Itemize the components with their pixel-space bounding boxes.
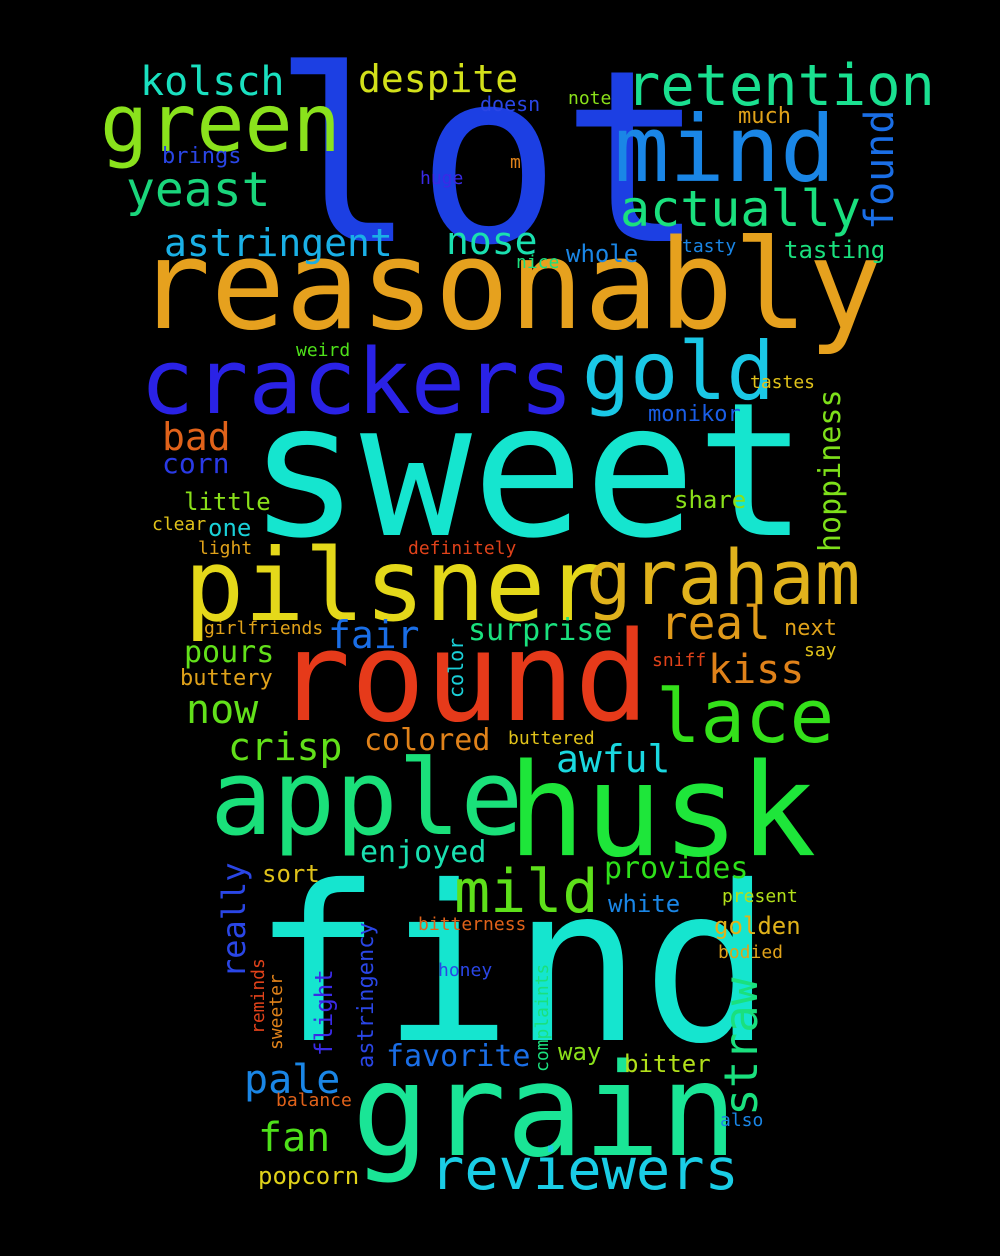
word-m: m	[510, 152, 521, 173]
word-tastes: tastes	[750, 372, 816, 393]
word-brings: brings	[162, 144, 242, 169]
word-crisp: crisp	[228, 725, 343, 769]
word-definitely: definitely	[408, 538, 517, 559]
word-favorite: favorite	[386, 1039, 531, 1074]
word-bitter: bitter	[624, 1050, 711, 1078]
word-really: really	[215, 862, 253, 978]
word-crackers: crackers	[140, 330, 574, 435]
word-little: little	[184, 488, 271, 516]
word-sweet: sweet	[248, 362, 808, 579]
word-way: way	[558, 1038, 602, 1066]
word-doesn: doesn	[480, 92, 541, 116]
word-green: green	[100, 77, 341, 170]
word-gold: gold	[582, 325, 775, 418]
word-astringent: astringent	[164, 221, 393, 265]
word-buttery: buttery	[180, 666, 273, 691]
word-fair: fair	[328, 613, 420, 657]
word-color: color	[444, 637, 468, 698]
word-now: now	[186, 687, 259, 733]
word-share: share	[674, 486, 747, 514]
word-kolsch: kolsch	[140, 59, 285, 105]
word-real: real	[660, 596, 771, 650]
word-lot: lot	[272, 18, 706, 298]
word-girlfriends: girlfriends	[204, 618, 324, 639]
word-round: round	[276, 606, 650, 750]
word-grain: grain	[352, 1037, 738, 1186]
word-sniff: sniff	[652, 650, 707, 671]
word-clear: clear	[152, 514, 207, 535]
word-apple: apple	[210, 737, 524, 859]
word-find: find	[252, 840, 773, 1091]
word-reminds: reminds	[248, 958, 269, 1034]
word-huge: huge	[420, 168, 464, 189]
word-mild: mild	[454, 857, 599, 927]
word-much: much	[738, 104, 791, 129]
word-awful: awful	[556, 737, 671, 781]
word-golden: golden	[714, 912, 801, 940]
word-bad: bad	[162, 415, 231, 459]
word-one: one	[208, 514, 252, 542]
word-nose: nose	[446, 219, 538, 263]
word-pilsner: pilsner	[184, 527, 606, 644]
word-lace: lace	[656, 674, 835, 760]
word-reviewers: reviewers	[430, 1137, 739, 1203]
word-found: found	[857, 109, 903, 230]
word-nice: nice	[516, 252, 560, 273]
word-fan: fan	[258, 1115, 331, 1161]
word-monikor: monikor	[648, 402, 741, 427]
word-enjoyed: enjoyed	[360, 835, 487, 870]
word-tasty: tasty	[682, 236, 737, 257]
word-bitterness: bitterness	[418, 914, 527, 935]
word-honey: honey	[438, 960, 493, 981]
word-graham: graham	[586, 533, 861, 622]
word-colored: colored	[364, 723, 491, 758]
word-sweeter: sweeter	[266, 974, 287, 1050]
word-straw: straw	[714, 977, 768, 1116]
word-buttered: buttered	[508, 728, 595, 749]
word-also: also	[720, 1110, 764, 1131]
word-surprise: surprise	[468, 613, 613, 648]
word-reasonably: reasonably	[136, 214, 883, 358]
word-next: next	[784, 616, 837, 641]
word-white: white	[608, 890, 681, 918]
word-popcorn: popcorn	[258, 1162, 360, 1190]
word-astringency: astringency	[354, 922, 379, 1068]
word-whole: whole	[566, 240, 639, 268]
word-provides: provides	[604, 851, 749, 886]
word-bodied: bodied	[718, 942, 784, 963]
word-husk: husk	[508, 737, 817, 886]
word-actually: actually	[620, 180, 861, 238]
word-pours: pours	[184, 635, 275, 670]
word-complaints: complaints	[532, 963, 553, 1072]
word-sort: sort	[262, 860, 320, 888]
word-note: note	[568, 88, 612, 109]
word-light: light	[198, 538, 253, 559]
word-mind: mind	[614, 96, 836, 203]
word-pale: pale	[244, 1057, 341, 1103]
word-hoppiness: hoppiness	[813, 389, 848, 552]
word-tasting: tasting	[784, 236, 886, 264]
word-despite: despite	[358, 57, 519, 101]
word-yeast: yeast	[126, 162, 271, 218]
word-flight: flight	[310, 969, 338, 1056]
word-balance: balance	[276, 1090, 352, 1111]
word-weird: weird	[296, 340, 351, 361]
word-say: say	[804, 640, 837, 661]
word-kiss: kiss	[708, 647, 805, 693]
word-present: present	[722, 886, 798, 907]
word-retention: retention	[626, 53, 935, 119]
word-corn: corn	[162, 447, 230, 480]
